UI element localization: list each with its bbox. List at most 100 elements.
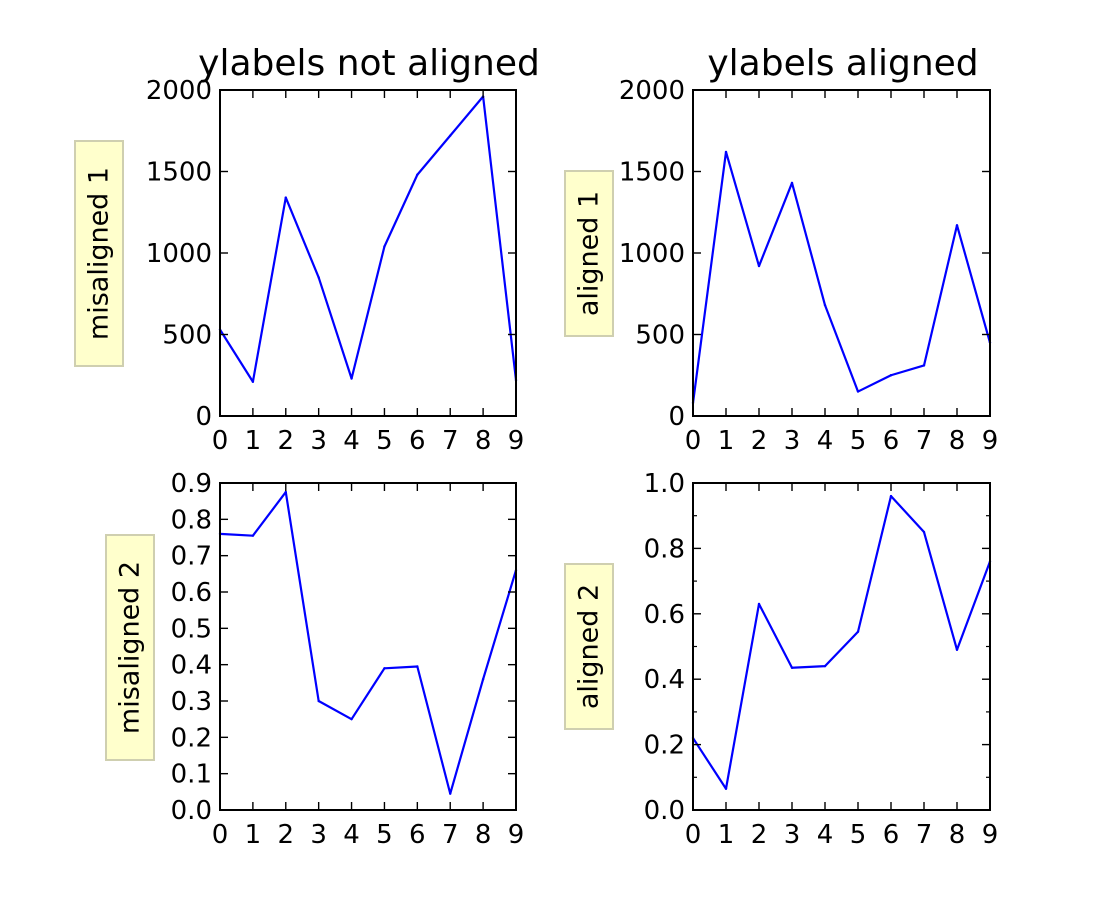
series-line-0 (219, 95, 518, 383)
data-point (317, 276, 320, 279)
y-tick-label: 0.5 (171, 614, 212, 644)
x-tick-label: 2 (278, 820, 295, 850)
subplot-bottom-left: misaligned 2 0 1 2 3 4 5 6 7 8 9 0.0 0.1 0.2 0.3 0.4 0.… (105, 469, 524, 850)
data-point (724, 787, 728, 790)
ylabel-box (74, 140, 124, 367)
x-tick-label: 6 (409, 820, 426, 850)
data-point (284, 196, 287, 199)
data-point (889, 374, 893, 377)
x-tick-label: 8 (949, 426, 966, 456)
data-point (955, 224, 959, 227)
x-tick-label: 0 (685, 426, 702, 456)
data-point (757, 602, 761, 606)
x-tick-label: 6 (883, 426, 900, 456)
x-tick-label: 5 (850, 820, 867, 850)
data-point (757, 264, 761, 268)
x-tick-label: 0 (685, 820, 702, 850)
y-tick-label: 1500 (619, 158, 685, 188)
x-tick-label: 1 (245, 426, 262, 456)
ylabel-box (564, 170, 614, 337)
y-tick-label: 2000 (146, 76, 212, 106)
x-tick-label: 4 (343, 820, 360, 850)
series-line-0 (692, 494, 992, 790)
data-point (317, 699, 320, 703)
data-point (350, 377, 353, 380)
subplot-bottom-right: aligned 2 0 1 2 3 4 5 6 7 8 9 0.0 0.2 0.4 0.6 0.8 1.0 (564, 469, 999, 850)
x-tick-label: 3 (310, 426, 327, 456)
y-tick-label: 0.4 (171, 651, 212, 681)
x-tick-label: 1 (718, 820, 735, 850)
axes-frame (219, 482, 517, 811)
ylabel-box (564, 563, 614, 730)
y-tick-label: 1000 (146, 239, 212, 269)
x-tick-label: 1 (245, 820, 262, 850)
data-point (856, 390, 860, 393)
x-tick-label: 9 (982, 820, 999, 850)
data-point (383, 245, 386, 248)
data-point (251, 534, 255, 537)
data-point (856, 630, 860, 633)
x-tick-label: 3 (784, 820, 801, 850)
x-tick-label: 3 (784, 426, 801, 456)
x-tick-label: 3 (310, 820, 327, 850)
series-line-0 (691, 150, 992, 404)
data-point (383, 667, 386, 670)
data-point (790, 666, 794, 669)
ylabel: misaligned 2 (115, 561, 146, 734)
ylabel: aligned 1 (574, 191, 605, 316)
data-point (481, 678, 485, 681)
y-tick-label: 0.9 (171, 469, 212, 499)
data-point (251, 380, 255, 383)
y-tick-label: 0.4 (644, 665, 685, 695)
x-tick-label: 2 (751, 820, 768, 850)
data-point (889, 494, 893, 498)
data-point (823, 303, 827, 307)
data-point (922, 530, 926, 534)
y-tick-label: 0.2 (644, 731, 685, 761)
x-tick-label: 2 (278, 426, 295, 456)
x-tick-label: 0 (212, 820, 229, 850)
x-tick-label: 8 (949, 820, 966, 850)
y-tick-label: 1000 (619, 239, 685, 269)
y-tick-label: 500 (635, 321, 685, 351)
y-tick-label: 0.8 (171, 505, 212, 535)
series-line-0 (219, 490, 518, 795)
y-tick-label: 0.6 (171, 578, 212, 608)
x-tick-label: 7 (442, 426, 459, 456)
data-point (955, 648, 959, 651)
x-tick-label: 9 (982, 426, 999, 456)
data-point (284, 490, 287, 494)
ylabel-box (105, 534, 155, 761)
x-tick-label: 6 (409, 426, 426, 456)
x-tick-label: 4 (817, 426, 834, 456)
y-tick-label: 0.8 (644, 534, 685, 564)
data-point (449, 134, 452, 137)
data-point (922, 364, 926, 367)
x-tick-label: 2 (751, 426, 768, 456)
x-tick-label: 7 (916, 820, 933, 850)
chart-title: ylabels not aligned (198, 43, 540, 84)
y-tick-label: 1500 (146, 158, 212, 188)
y-tick-label: 2000 (619, 76, 685, 106)
data-point (823, 664, 827, 668)
data-point (416, 665, 419, 668)
y-tick-label: 1.0 (644, 469, 685, 499)
y-tick-label: 0 (668, 402, 685, 432)
x-tick-label: 7 (916, 426, 933, 456)
x-tick-label: 0 (212, 426, 229, 456)
y-tick-label: 0.6 (644, 600, 685, 630)
y-tick-label: 0.3 (171, 687, 212, 717)
x-tick-label: 6 (883, 820, 900, 850)
ylabel: aligned 2 (574, 584, 605, 709)
data-point (790, 181, 794, 185)
x-tick-label: 5 (376, 426, 393, 456)
data-point (724, 150, 728, 154)
x-tick-label: 5 (850, 426, 867, 456)
x-tick-label: 4 (817, 820, 834, 850)
x-tick-label: 4 (343, 426, 360, 456)
y-tick-label: 0.0 (644, 796, 685, 826)
x-tick-label: 9 (508, 426, 525, 456)
